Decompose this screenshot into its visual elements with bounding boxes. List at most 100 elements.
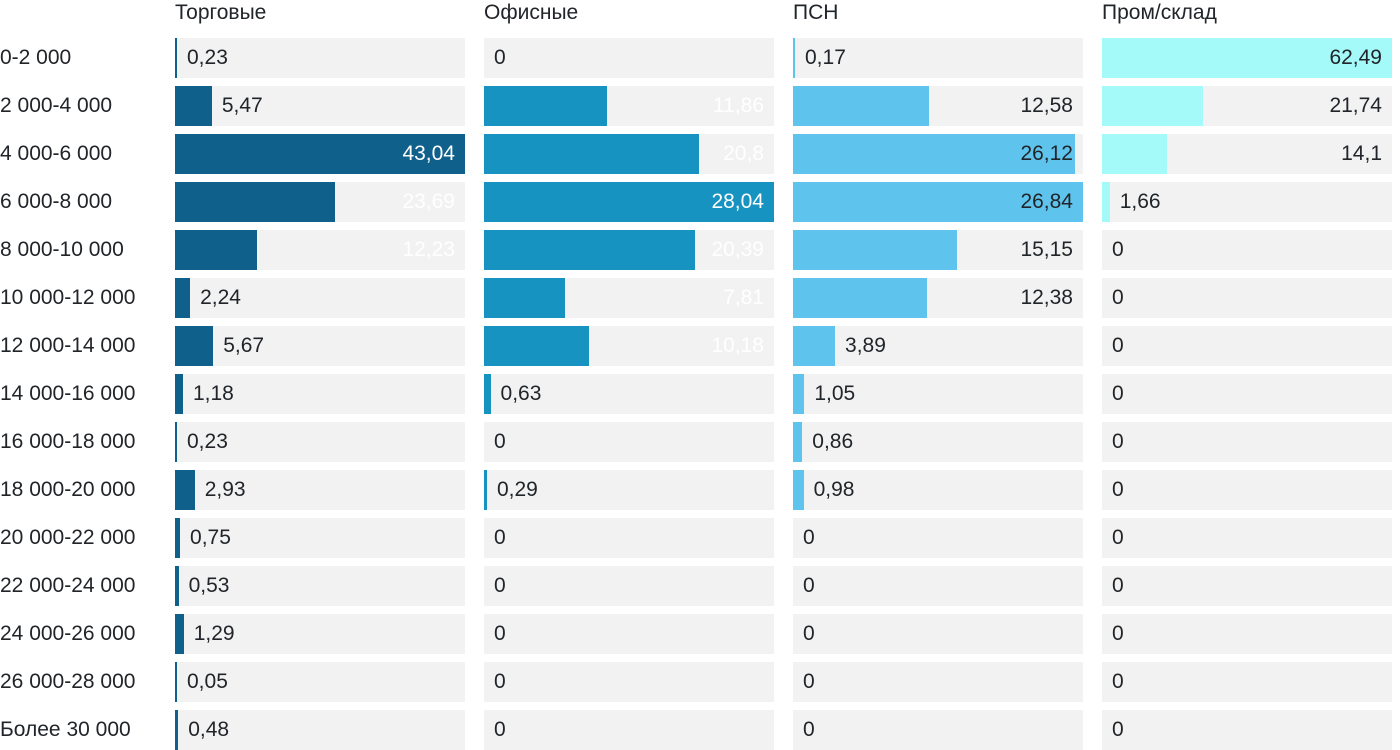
bar-track: 0 [1102, 422, 1392, 462]
bar [175, 518, 181, 558]
bar [793, 182, 1083, 222]
bar-track: 0 [793, 614, 1083, 654]
bar-track: 0,29 [484, 470, 774, 510]
bar-track: 2,24 [175, 278, 465, 318]
bar [793, 278, 927, 318]
value-label: 1,29 [193, 622, 235, 645]
bar-track: 0 [1102, 278, 1392, 318]
value-label: 12,23 [402, 238, 455, 261]
bar [484, 326, 590, 366]
bar-track: 20,39 [484, 230, 774, 270]
value-label: 0,23 [187, 430, 228, 453]
bar-track: 0 [1102, 662, 1392, 702]
value-label: 20,8 [723, 142, 764, 165]
bar [175, 134, 465, 174]
value-label: 0 [1112, 238, 1124, 261]
value-label: 0 [494, 526, 506, 549]
value-label: 26,84 [1020, 190, 1073, 213]
bar-track: 0 [793, 662, 1083, 702]
bar-track: 1,05 [793, 374, 1083, 414]
column-header: Торговые [175, 1, 267, 24]
bar [175, 230, 258, 270]
bar-track: 0 [1102, 470, 1392, 510]
bar [484, 470, 487, 510]
value-label: 0,75 [190, 526, 231, 549]
value-label: 0 [494, 430, 506, 453]
value-label: 0 [1112, 478, 1124, 501]
bar-track: 0 [484, 710, 774, 750]
bar [1102, 134, 1168, 174]
value-label: 1,05 [814, 382, 856, 405]
column-header: ПСН [793, 1, 839, 24]
value-label: 2,24 [200, 286, 241, 309]
bar-track: 0 [484, 422, 774, 462]
bar-track: 0,23 [175, 422, 465, 462]
value-label: 0 [1112, 526, 1124, 549]
row-category-label: 4 000-6 000 [0, 142, 113, 165]
value-label: 0 [1112, 670, 1124, 693]
bar-track: 1,18 [175, 374, 465, 414]
row-category-label: 26 000-28 000 [0, 670, 136, 693]
bar-track: 21,74 [1102, 86, 1392, 126]
value-label: 12,38 [1020, 286, 1073, 309]
bar [793, 38, 795, 78]
bar-track: 7,81 [484, 278, 774, 318]
value-label: 1,66 [1119, 190, 1161, 213]
bar-track: 43,04 [175, 134, 465, 174]
value-label: 0 [803, 670, 815, 693]
bar [484, 134, 700, 174]
value-label: 28,04 [711, 190, 764, 213]
row-category-label: 12 000-14 000 [0, 334, 136, 357]
bar-track: 0 [1102, 230, 1392, 270]
value-label: 5,47 [221, 94, 263, 117]
bar [1102, 38, 1392, 78]
value-label: 0 [494, 46, 506, 69]
value-label: 0 [494, 670, 506, 693]
bar-track: 0,63 [484, 374, 774, 414]
row-category-label: 22 000-24 000 [0, 574, 136, 597]
bar [793, 374, 805, 414]
bar-track: 0,75 [175, 518, 465, 558]
bar-track: 28,04 [484, 182, 774, 222]
value-label: 62,49 [1329, 46, 1382, 69]
value-label: 10,18 [711, 334, 764, 357]
value-label: 26,12 [1020, 142, 1073, 165]
bar [793, 86, 929, 126]
value-label: 11,86 [713, 94, 764, 117]
bar-track: 62,49 [1102, 38, 1392, 78]
bar-track: 0,23 [175, 38, 465, 78]
value-label: 0,48 [188, 718, 230, 741]
bar [1102, 182, 1110, 222]
header-corner-spacer [0, 0, 156, 30]
bar-track: 0,86 [793, 422, 1083, 462]
row-category-label: 24 000-26 000 [0, 622, 136, 645]
bar [484, 182, 774, 222]
column-header: Пром/склад [1102, 1, 1217, 24]
value-label: 0 [494, 718, 506, 741]
value-label: 0 [494, 622, 506, 645]
bar-track: 0 [1102, 614, 1392, 654]
value-label: 2,93 [204, 478, 246, 501]
bar-track: 0,53 [175, 566, 465, 606]
bar-track: 0,17 [793, 38, 1083, 78]
value-label: 0 [803, 526, 815, 549]
bar-track: 0 [484, 614, 774, 654]
value-label: 7,81 [723, 286, 764, 309]
bar-track: 5,67 [175, 326, 465, 366]
row-category-label: 16 000-18 000 [0, 430, 136, 453]
bar-track: 1,29 [175, 614, 465, 654]
bar [175, 662, 177, 702]
row-category-label: 10 000-12 000 [0, 286, 136, 309]
bar-track: 0 [1102, 518, 1392, 558]
value-label: 0,17 [805, 46, 846, 69]
bar-track: 3,89 [793, 326, 1083, 366]
bar-track: 26,84 [793, 182, 1083, 222]
value-label: 0 [1112, 430, 1124, 453]
bar-track: 5,47 [175, 86, 465, 126]
value-label: 0,98 [813, 478, 855, 501]
value-label: 0 [803, 622, 815, 645]
bar-track: 0 [484, 38, 774, 78]
row-category-label: Более 30 000 [0, 718, 131, 741]
row-category-label: 0-2 000 [0, 46, 72, 69]
